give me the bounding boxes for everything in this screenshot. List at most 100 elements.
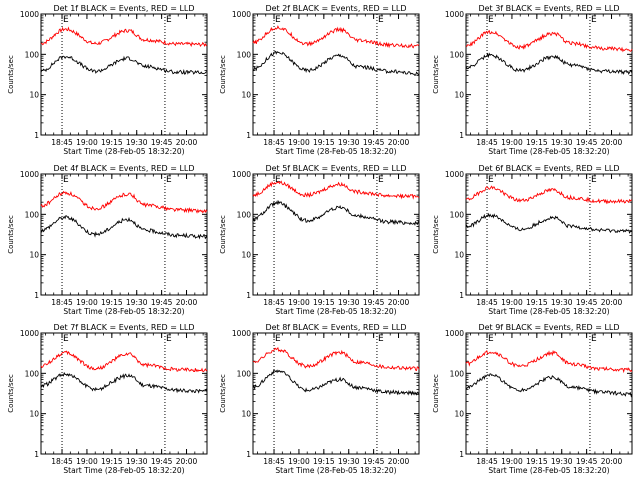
y-tick-label: 10 xyxy=(454,251,464,260)
plot-frame xyxy=(252,332,420,455)
x-tick-label: 19:00 xyxy=(501,457,523,466)
y-tick-label: 10 xyxy=(454,410,464,419)
panel-title: Det 6f BLACK = Events, RED = LLD xyxy=(478,164,619,173)
x-tick-label: 18:45 xyxy=(476,138,498,147)
y-tick-label: 1 xyxy=(459,131,464,140)
x-tick-label: 19:45 xyxy=(151,138,173,147)
y-tick-label: 1000 xyxy=(232,10,251,19)
panel-title: Det 9f BLACK = Events, RED = LLD xyxy=(478,323,619,332)
y-tick-label: 10 xyxy=(29,251,39,260)
y-tick-label: 1 xyxy=(246,291,251,300)
plot-frame xyxy=(465,173,633,296)
y-axis-label: Counts/sec xyxy=(7,55,15,94)
x-tick-label: 20:00 xyxy=(601,457,623,466)
plot-frame xyxy=(465,332,633,455)
x-tick-label: 20:00 xyxy=(601,138,623,147)
x-tick-label: 19:00 xyxy=(76,457,98,466)
events-series-line xyxy=(40,215,208,240)
x-axis-label: Start Time (28-Feb-05 18:32:20) xyxy=(63,466,184,475)
y-tick-label: 100 xyxy=(450,50,465,59)
x-tick-label: 19:00 xyxy=(76,138,98,147)
x-tick-label: 18:45 xyxy=(51,457,73,466)
y-tick-label: 1000 xyxy=(232,170,251,179)
y-tick-label: 10 xyxy=(241,251,251,260)
events-series-line xyxy=(40,55,208,75)
lld-series-line xyxy=(252,346,420,372)
y-axis-label: Counts/sec xyxy=(432,374,440,413)
y-tick-label: 10 xyxy=(454,91,464,100)
y-tick-label: 1000 xyxy=(445,170,464,179)
x-axis-label: Start Time (28-Feb-05 18:32:20) xyxy=(488,147,609,156)
y-tick-label: 1000 xyxy=(445,329,464,338)
y-tick-label: 1 xyxy=(246,131,251,140)
lld-series-line xyxy=(40,190,208,214)
e-marker-label: E xyxy=(378,15,384,25)
x-tick-label: 19:30 xyxy=(338,298,360,307)
x-tick-label: 19:45 xyxy=(151,457,173,466)
detector-panel-2: Det 2f BLACK = Events, RED = LLD 1 10 100 10… xyxy=(219,4,420,156)
y-tick-label: 100 xyxy=(237,210,252,219)
y-tick-label: 100 xyxy=(25,210,40,219)
detector-panel-6: Det 6f BLACK = Events, RED = LLD 1 10 100 10… xyxy=(432,164,633,316)
x-tick-label: 20:00 xyxy=(601,298,623,307)
y-axis-label: Counts/sec xyxy=(7,374,15,413)
e-marker-label: E xyxy=(166,175,172,185)
plot-frame xyxy=(40,13,208,136)
x-tick-label: 19:30 xyxy=(551,138,573,147)
x-tick-label: 19:15 xyxy=(313,457,335,466)
y-tick-label: 10 xyxy=(241,410,251,419)
events-series-line xyxy=(252,369,420,396)
x-tick-label: 19:30 xyxy=(338,457,360,466)
detector-panel-3: Det 3f BLACK = Events, RED = LLD 1 10 100 10… xyxy=(432,4,633,156)
y-tick-label: 1000 xyxy=(232,329,251,338)
e-marker-label: E xyxy=(591,334,597,344)
x-tick-label: 18:45 xyxy=(476,457,498,466)
y-tick-label: 100 xyxy=(25,50,40,59)
x-tick-label: 19:15 xyxy=(526,298,548,307)
x-tick-label: 19:15 xyxy=(526,457,548,466)
lld-series-line xyxy=(465,29,633,53)
x-tick-label: 18:45 xyxy=(263,457,285,466)
x-tick-label: 19:30 xyxy=(126,298,148,307)
x-tick-label: 20:00 xyxy=(388,138,410,147)
x-tick-label: 19:15 xyxy=(313,138,335,147)
events-series-line xyxy=(40,371,208,394)
e-marker-label: E xyxy=(63,334,69,344)
e-marker-label: E xyxy=(488,175,494,185)
plot-frame xyxy=(40,173,208,296)
x-tick-label: 19:15 xyxy=(526,138,548,147)
panel-title: Det 3f BLACK = Events, RED = LLD xyxy=(478,4,619,13)
detector-panel-9: Det 9f BLACK = Events, RED = LLD 1 10 100 10… xyxy=(432,323,633,475)
panel-title: Det 8f BLACK = Events, RED = LLD xyxy=(265,323,406,332)
lld-series-line xyxy=(252,180,420,200)
x-axis-label: Start Time (28-Feb-05 18:32:20) xyxy=(488,307,609,316)
x-tick-label: 19:30 xyxy=(551,457,573,466)
y-tick-label: 10 xyxy=(241,91,251,100)
x-tick-label: 18:45 xyxy=(263,298,285,307)
events-series-line xyxy=(465,373,633,398)
x-tick-label: 19:00 xyxy=(501,298,523,307)
y-tick-label: 1 xyxy=(34,131,39,140)
x-tick-label: 19:45 xyxy=(363,298,385,307)
panel-title: Det 4f BLACK = Events, RED = LLD xyxy=(53,164,194,173)
y-tick-label: 100 xyxy=(237,50,252,59)
x-tick-label: 19:45 xyxy=(576,457,598,466)
detector-panel-1: Det 1f BLACK = Events, RED = LLD 1 10 100 10… xyxy=(7,4,208,156)
panel-title: Det 2f BLACK = Events, RED = LLD xyxy=(265,4,406,13)
detector-panel-8: Det 8f BLACK = Events, RED = LLD 1 10 100 10… xyxy=(219,323,420,475)
x-axis-label: Start Time (28-Feb-05 18:32:20) xyxy=(63,147,184,156)
e-marker-label: E xyxy=(275,334,281,344)
events-series-line xyxy=(465,52,633,75)
y-tick-label: 100 xyxy=(25,369,40,378)
e-marker-label: E xyxy=(275,175,281,185)
x-tick-label: 19:45 xyxy=(363,138,385,147)
e-marker-label: E xyxy=(166,15,172,25)
x-tick-label: 19:45 xyxy=(576,298,598,307)
x-axis-label: Start Time (28-Feb-05 18:32:20) xyxy=(488,466,609,475)
detector-panel-5: Det 5f BLACK = Events, RED = LLD 1 10 100 10… xyxy=(219,164,420,316)
detector-panel-7: Det 7f BLACK = Events, RED = LLD 1 10 100 10… xyxy=(7,323,208,475)
events-series-line xyxy=(252,50,420,77)
x-tick-label: 20:00 xyxy=(388,298,410,307)
e-marker-label: E xyxy=(378,175,384,185)
